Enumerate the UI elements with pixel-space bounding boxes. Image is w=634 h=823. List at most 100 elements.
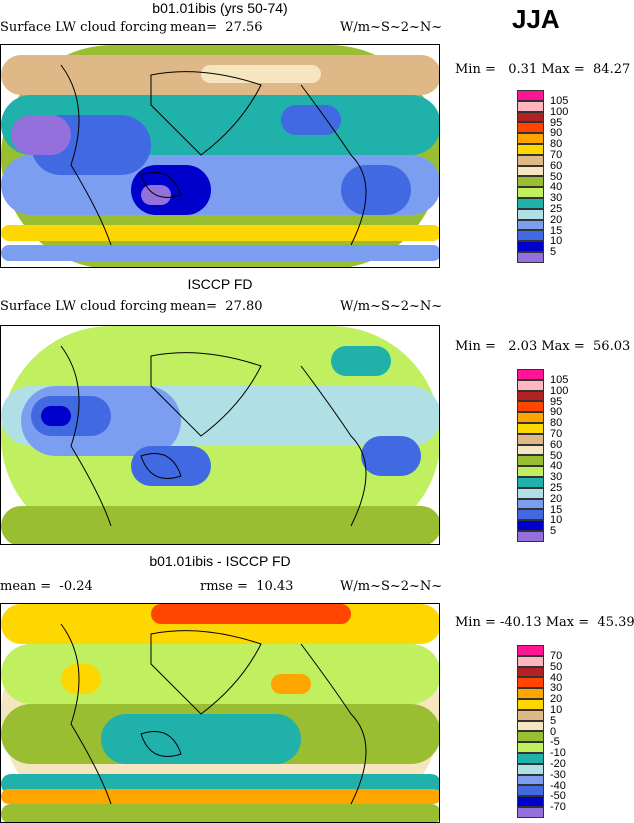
contour-map [1,604,439,822]
contour-region [201,406,321,446]
colorbar-swatch [517,806,544,818]
colorbar-swatch [517,187,544,198]
colorbar-label: 25 [550,203,563,215]
colorbar-swatch [517,154,544,166]
colorbar-swatch [517,698,544,710]
contour-region [1,225,439,241]
colorbar-label: 80 [550,417,563,430]
contour-region [1,245,439,261]
colorbar-label: 25 [550,482,563,494]
contour-map [1,326,439,544]
colorbar-swatch [517,433,544,445]
colorbar-label: 20 [550,693,563,706]
panel-left-label: mean = -0.24 [0,579,93,594]
colorbar-label: 40 [550,181,563,194]
contour-region [1,506,439,544]
colorbar-label: 30 [550,682,563,695]
colorbar-swatch [517,422,544,434]
colorbar-label: 70 [550,650,563,662]
colorbar-swatch [517,785,544,797]
colorbar-swatch [517,133,544,144]
colorbar-swatch [517,369,544,380]
contour-region [341,165,411,215]
contour-region [201,65,321,83]
colorbar-label: 105 [550,374,569,386]
colorbar-swatch [517,444,544,456]
panel-stat: rmse = 10.43 [200,579,294,594]
colorbar-label: 10 [550,514,563,527]
colorbar-swatch [517,111,544,123]
colorbar-label: 95 [550,395,563,408]
colorbar-label: 105 [550,95,569,107]
colorbar-label: 70 [550,428,563,440]
colorbar-swatch [517,742,544,753]
colorbar-swatch [517,379,544,391]
contour-region [151,604,351,624]
colorbar-swatch [517,763,544,775]
colorbar-label: 10 [550,704,563,716]
panel-stat: mean= 27.80 [170,299,263,314]
colorbar-label: 90 [550,406,563,419]
contour-region [331,346,391,376]
contour-region [271,674,311,694]
colorbar-label: -20 [550,758,566,770]
colorbar-swatch [517,487,544,499]
colorbar [517,645,544,818]
colorbar-label: 100 [550,384,569,397]
colorbar-label: 15 [550,224,563,237]
colorbar-swatch [517,720,544,732]
colorbar-label: 20 [550,213,563,226]
colorbar-swatch [517,401,544,413]
units-label: W/m~S~2~N~ [340,20,443,35]
colorbar-label: -5 [550,736,560,749]
contour-region [1,774,439,794]
colorbar-swatch [517,100,544,112]
units-label: W/m~S~2~N~ [340,299,443,314]
colorbar-swatch [517,688,544,699]
map-panel [0,44,440,268]
colorbar-label: 15 [550,503,563,516]
colorbar-label: 5 [550,525,557,538]
colorbar-swatch [517,509,544,521]
panel-left-label: Surface LW cloud forcing [0,20,168,35]
colorbar-swatch [517,455,544,467]
colorbar-swatch [517,143,544,155]
colorbar-swatch [517,176,544,188]
colorbar-swatch [517,412,544,423]
colorbar-label: 95 [550,116,563,129]
map-panel [0,603,440,823]
min-max-label: Min = 0.31 Max = 84.27 [455,62,631,77]
contour-region [61,664,101,694]
colorbar-label: 40 [550,671,563,684]
colorbar-swatch [517,731,544,743]
colorbar-swatch [517,498,544,510]
contour-region [361,436,421,476]
colorbar-swatch [517,666,544,678]
panel-title: b01.01ibis - ISCCP FD [149,553,291,569]
contour-region [1,644,439,704]
colorbar-swatch [517,230,544,242]
colorbar-swatch [517,655,544,667]
contour-map [1,45,439,267]
coastline [60,623,367,805]
colorbar-swatch [517,774,544,786]
coastline [60,64,367,246]
colorbar-swatch [517,520,544,531]
colorbar-label: 50 [550,660,563,673]
colorbar-label: -10 [550,747,566,760]
contour-region [11,115,71,155]
colorbar-label: 90 [550,127,563,140]
colorbar-label: 10 [550,235,563,248]
colorbar-swatch [517,796,544,807]
colorbar-label: 80 [550,138,563,151]
colorbar-label: 20 [550,492,563,505]
colorbar-swatch [517,677,544,689]
colorbar-label: -30 [550,768,566,781]
colorbar-label: 5 [550,246,557,259]
colorbar-label: 50 [550,170,563,183]
colorbar-swatch [517,530,544,542]
colorbar-label: 30 [550,471,563,484]
panel-stat: mean= 27.56 [170,20,263,35]
colorbar-swatch [517,241,544,252]
colorbar-swatch [517,197,544,209]
